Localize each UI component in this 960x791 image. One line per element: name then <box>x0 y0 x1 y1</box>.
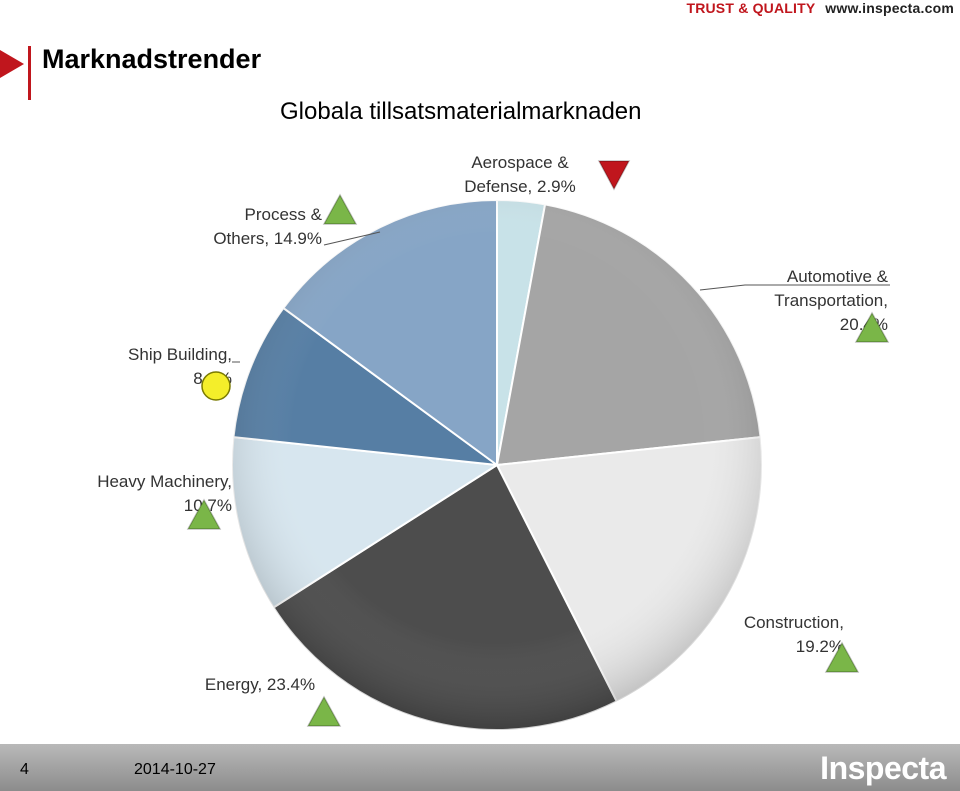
trend-up-icon <box>186 498 222 530</box>
title-accent-bar <box>28 46 31 100</box>
slice-label-heavy-machinery: Heavy Machinery, 10.7% <box>97 472 232 515</box>
header-tagline: TRUST & QUALITY www.inspecta.com <box>686 0 954 16</box>
slice-label-process-others: Process & Others, 14.9% <box>213 205 322 248</box>
slice-label-aerospace-defense: Aerospace & Defense, 2.9% <box>464 153 576 196</box>
pie-chart: Aerospace & Defense, 2.9% Automotive & Tran… <box>97 153 890 731</box>
slice-label-energy: Energy, 23.4% <box>205 675 315 694</box>
trend-up-icon <box>322 193 358 225</box>
slice-label-construction: Construction, 19.2% <box>744 613 844 656</box>
leader-line <box>323 231 381 246</box>
inspecta-logo: Inspecta <box>820 750 946 786</box>
trend-up-icon <box>306 695 342 727</box>
slice-label-automotive-transportation: Automotive & Transportation, 20.4% <box>774 267 888 334</box>
page-title: Marknadstrender <box>42 44 262 74</box>
leader-line <box>699 284 890 291</box>
tagline-text: TRUST & QUALITY <box>686 0 816 16</box>
trend-flat-icon <box>201 371 231 401</box>
chart-title: Globala tillsatsmaterialmarknaden <box>280 98 642 125</box>
page-number: 4 <box>20 761 29 778</box>
trend-up-icon <box>854 311 890 343</box>
website-url: www.inspecta.com <box>825 0 954 16</box>
title-arrow-icon <box>0 50 24 78</box>
footer-date: 2014-10-27 <box>134 761 216 778</box>
footer-bar: 4 2014-10-27 Inspecta <box>0 744 960 791</box>
trend-up-icon <box>824 641 860 673</box>
trend-down-icon <box>597 160 631 191</box>
